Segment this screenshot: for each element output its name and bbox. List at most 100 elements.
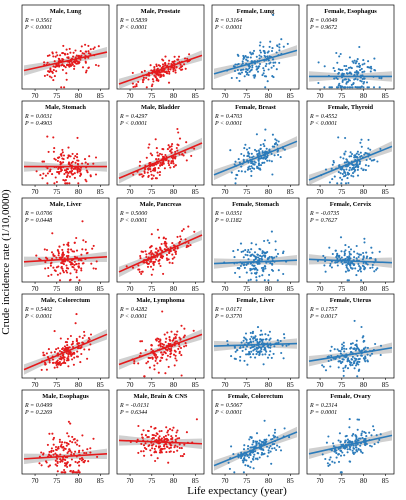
- data-point: [353, 319, 356, 322]
- data-point: [57, 254, 60, 257]
- data-point: [67, 56, 70, 59]
- data-point: [174, 247, 177, 250]
- data-point: [240, 152, 243, 156]
- data-point: [335, 456, 338, 459]
- data-point: [267, 451, 270, 454]
- data-point: [349, 263, 352, 266]
- data-point: [378, 438, 381, 441]
- data-point: [258, 65, 261, 68]
- data-point: [346, 451, 349, 454]
- data-point: [84, 178, 87, 181]
- x-tick-label: 80: [360, 92, 368, 100]
- data-point: [161, 58, 164, 61]
- data-point: [255, 256, 258, 259]
- data-point: [58, 156, 61, 159]
- data-point: [268, 273, 271, 276]
- data-point: [259, 254, 262, 257]
- data-point: [57, 250, 60, 253]
- x-tick-label: 70: [222, 188, 230, 196]
- data-point: [273, 442, 276, 446]
- data-point: [376, 160, 379, 163]
- data-point: [163, 443, 166, 446]
- data-point: [359, 270, 363, 273]
- data-point: [62, 44, 65, 47]
- data-point: [174, 150, 177, 153]
- data-point: [342, 175, 345, 178]
- data-point: [256, 452, 259, 455]
- data-point: [246, 59, 249, 62]
- data-point: [63, 462, 67, 465]
- data-point: [76, 342, 79, 345]
- data-point: [61, 269, 65, 272]
- data-point: [247, 445, 250, 448]
- data-point: [172, 353, 176, 356]
- data-point: [73, 356, 76, 359]
- data-point: [154, 138, 157, 141]
- data-point: [244, 253, 247, 256]
- data-point: [364, 441, 367, 444]
- data-point: [38, 462, 41, 465]
- data-point: [350, 361, 353, 364]
- data-point: [69, 170, 72, 173]
- data-point: [72, 471, 75, 474]
- panel-r-value: R = 0.5839: [119, 18, 147, 24]
- data-point: [61, 347, 64, 350]
- data-point: [337, 439, 340, 442]
- data-point: [276, 436, 279, 439]
- data-point: [360, 145, 363, 148]
- data-point: [172, 162, 175, 165]
- data-point: [50, 76, 53, 79]
- data-point: [152, 268, 155, 271]
- data-point: [329, 349, 332, 352]
- data-point: [173, 364, 176, 367]
- data-point: [370, 159, 373, 162]
- data-point: [151, 78, 154, 81]
- data-point: [261, 441, 264, 444]
- data-point: [63, 447, 66, 450]
- data-point: [260, 157, 263, 160]
- data-point: [159, 264, 162, 268]
- data-point: [88, 348, 91, 351]
- data-point: [362, 357, 365, 360]
- data-point: [270, 462, 273, 465]
- data-point: [334, 448, 337, 452]
- data-point: [268, 149, 271, 152]
- data-point: [61, 151, 64, 154]
- data-point: [347, 245, 350, 249]
- data-point: [157, 79, 160, 82]
- data-point: [255, 353, 258, 356]
- data-point: [348, 86, 351, 89]
- data-point: [283, 336, 286, 339]
- data-point: [186, 244, 189, 247]
- data-point: [74, 155, 77, 158]
- data-point: [341, 262, 344, 265]
- data-point: [148, 143, 151, 146]
- data-point: [358, 437, 361, 440]
- data-point: [263, 419, 266, 422]
- data-point: [158, 435, 161, 438]
- data-point: [180, 354, 183, 357]
- data-point: [352, 264, 355, 267]
- data-point: [52, 453, 55, 456]
- data-point: [58, 438, 61, 441]
- data-point: [255, 68, 258, 71]
- data-point: [355, 162, 358, 165]
- data-point: [254, 440, 257, 443]
- data-point: [65, 444, 68, 447]
- data-point: [344, 270, 347, 273]
- data-point: [147, 262, 150, 265]
- panel-p-value: P = 0.2269: [24, 410, 52, 416]
- data-point: [374, 342, 377, 346]
- data-point: [170, 347, 173, 351]
- panel-p-value: P = 0.7627: [309, 218, 338, 224]
- data-point: [242, 154, 246, 157]
- data-point: [351, 342, 354, 345]
- data-point: [250, 335, 253, 338]
- data-point: [139, 173, 142, 176]
- data-point: [156, 151, 159, 154]
- data-point: [61, 248, 64, 251]
- data-point: [48, 170, 51, 173]
- data-point: [158, 258, 161, 261]
- data-point: [330, 266, 333, 269]
- data-point: [81, 434, 84, 437]
